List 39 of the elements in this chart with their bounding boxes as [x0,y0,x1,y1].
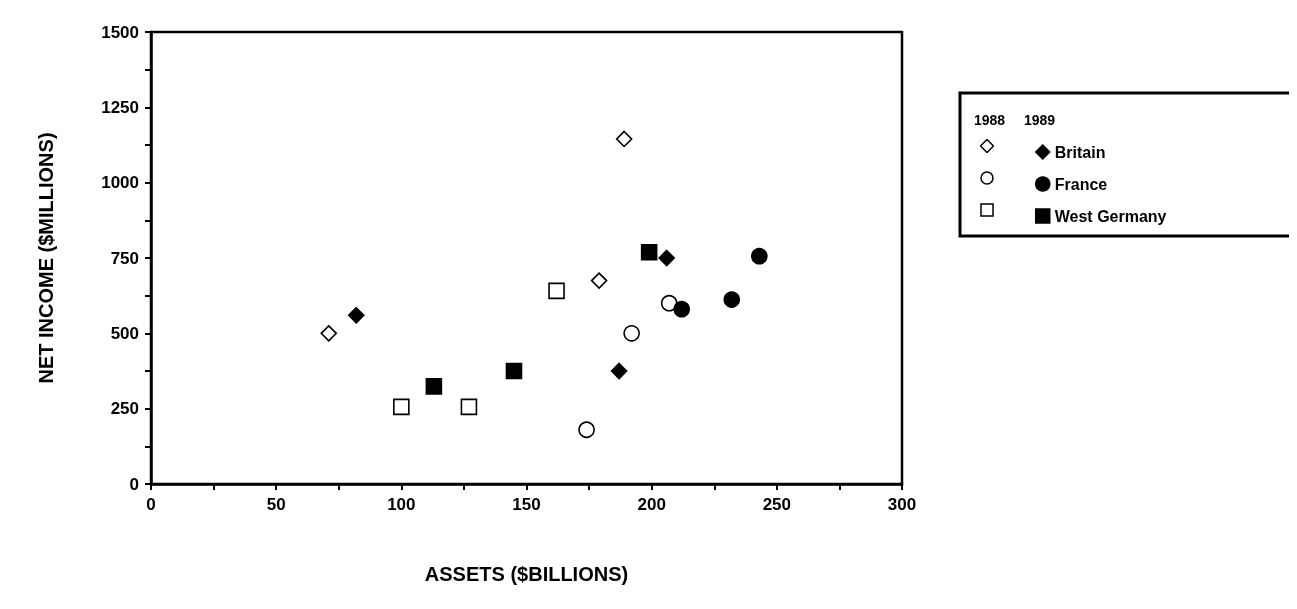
point [610,362,628,380]
point [751,247,768,265]
point [393,398,410,416]
y-tick-label: 250 [110,399,139,419]
legend-label: France [1054,175,1108,193]
y-tick-label: 500 [110,323,139,343]
point [347,306,365,324]
text: 1989 [1024,112,1056,128]
x-tick-label: 100 [387,495,416,514]
point [623,325,640,342]
x-tick-label: 150 [512,495,541,514]
point [673,300,691,318]
text: 1988 [974,112,1006,128]
y-tick-label: 1000 [101,173,139,193]
x-tick-label: 0 [146,495,156,514]
point [505,362,523,380]
legend-label: West Germany [1054,207,1167,225]
x-axis-title: ASSETS ($BILLIONS) [424,563,629,585]
y-tick-label: 0 [129,474,139,494]
point [590,272,608,289]
legend-label: Britain [1054,143,1106,161]
y-tick-label: 1250 [101,97,139,117]
x-tick-label: 50 [266,495,286,514]
x-tick-label: 250 [762,495,792,514]
y-tick-label: 1500 [101,22,139,42]
point [723,291,741,308]
y-tick-label: 750 [110,248,139,268]
x-tick-label: 300 [887,495,917,514]
point [658,249,675,267]
point [425,378,443,395]
point [640,243,658,261]
y-axis-title: NET INCOME ($MILLIONS) [35,132,57,384]
point [460,398,478,416]
point [615,130,633,148]
point [660,294,678,312]
point [320,325,338,342]
x-tick-label: 200 [637,495,666,514]
point [578,421,595,439]
point [548,282,565,300]
